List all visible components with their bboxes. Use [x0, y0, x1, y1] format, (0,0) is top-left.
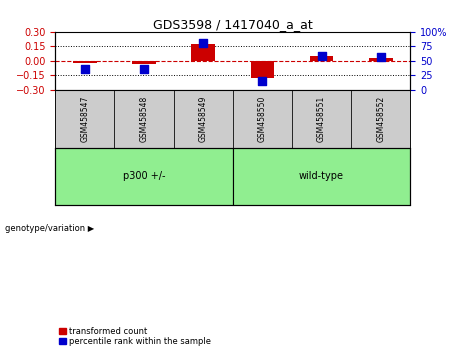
- Bar: [251, 61, 274, 78]
- Legend: transformed count, percentile rank within the sample: transformed count, percentile rank withi…: [59, 327, 212, 346]
- Bar: [292, 90, 351, 148]
- Point: [377, 54, 384, 59]
- Bar: [351, 90, 410, 148]
- Point: [140, 67, 148, 72]
- Bar: [233, 148, 410, 205]
- Text: wild-type: wild-type: [299, 171, 344, 181]
- Text: GSM458548: GSM458548: [140, 96, 148, 142]
- Text: GSM458550: GSM458550: [258, 95, 267, 142]
- Text: GSM458547: GSM458547: [80, 95, 89, 142]
- Text: p300 +/-: p300 +/-: [123, 171, 165, 181]
- Text: GSM458552: GSM458552: [376, 96, 385, 142]
- Bar: [114, 90, 174, 148]
- Bar: [55, 90, 114, 148]
- Bar: [369, 58, 392, 61]
- Text: GSM458549: GSM458549: [199, 95, 208, 142]
- Point: [200, 41, 207, 46]
- Text: GSM458551: GSM458551: [317, 96, 326, 142]
- Bar: [174, 90, 233, 148]
- Bar: [191, 44, 215, 61]
- Point: [318, 53, 325, 59]
- Bar: [132, 61, 156, 64]
- Bar: [233, 90, 292, 148]
- Bar: [55, 148, 233, 205]
- Bar: [73, 61, 97, 63]
- Text: genotype/variation ▶: genotype/variation ▶: [5, 224, 94, 233]
- Point: [259, 78, 266, 84]
- Point: [81, 67, 89, 72]
- Title: GDS3598 / 1417040_a_at: GDS3598 / 1417040_a_at: [153, 18, 313, 31]
- Bar: [310, 56, 333, 61]
